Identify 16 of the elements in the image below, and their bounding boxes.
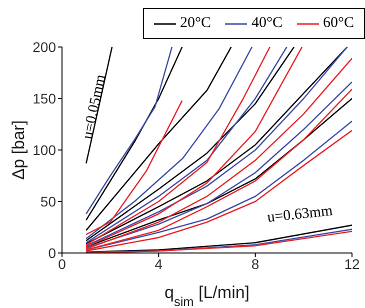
- x-tick-label: 4: [154, 256, 163, 272]
- legend-label: 40°C: [251, 15, 282, 32]
- legend-label: 60°C: [322, 15, 354, 32]
- y-tick-label: 200: [32, 38, 56, 55]
- annotation: u=0.63mm: [266, 203, 334, 226]
- x-axis-title: q$_{sim}$ [L/min]: [164, 283, 250, 308]
- legend-label: 20°C: [180, 15, 212, 32]
- y-tick-label: 0: [48, 244, 56, 261]
- y-tick-label: 100: [32, 142, 56, 158]
- annotation: u=0.05mm: [80, 73, 110, 141]
- y-tick-label: 150: [32, 90, 56, 106]
- x-tick-label: 8: [251, 256, 260, 272]
- y-axis-title: Δp [bar]: [9, 120, 28, 180]
- x-tick-label: 0: [58, 256, 66, 272]
- x-tick-label: 12: [344, 256, 360, 272]
- y-tick-label: 50: [40, 193, 56, 210]
